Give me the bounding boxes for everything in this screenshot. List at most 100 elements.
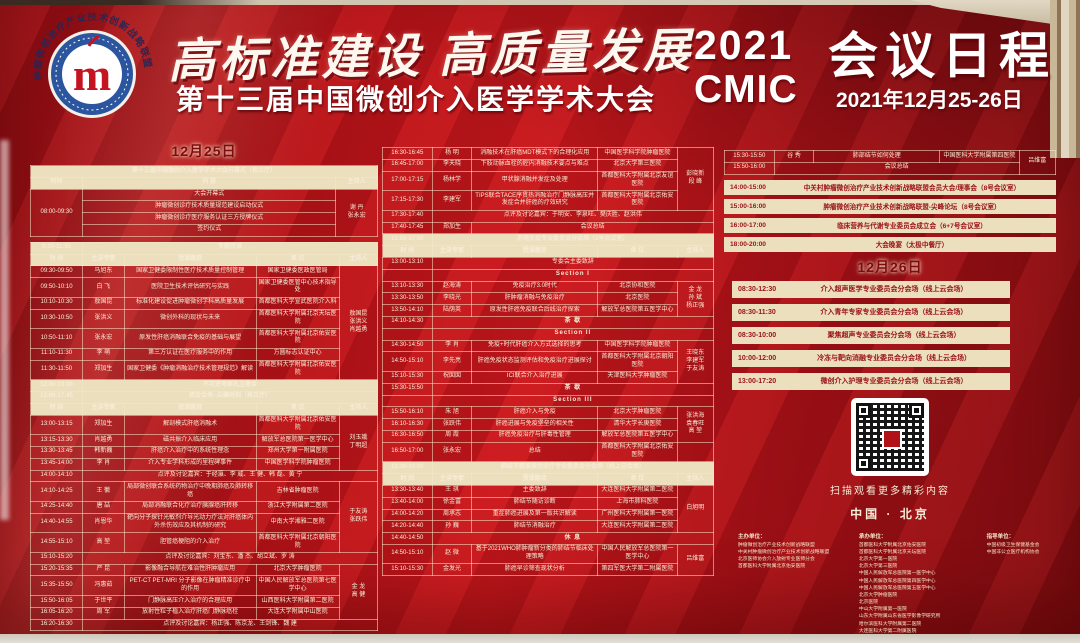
cell: 严 昆 (82, 563, 125, 577)
cell: 马旭东 (82, 265, 125, 279)
session-title: 介入青年专家专业委员会分会场（线上云会场） (820, 309, 968, 317)
session-time: 13:00-17:20 (738, 377, 777, 385)
time-cell: 14:25-14:40 (29, 500, 84, 514)
organizer-item: 中国人民解放军总医院第四医学中心 (858, 578, 936, 584)
table-row: 13:50-14:10 陆荫英 原发性肝癌免疫联合后线治疗探索 解放军总医院第五医学中… (382, 304, 714, 317)
session-bar: 13:00-17:20 微创介入护理专业委员会分会场（线上云会场） (732, 372, 1010, 390)
time-cell: 13:15-13:30 (29, 434, 84, 447)
topic-cell: 基于2021WHO肺肿瘤新分类的肺结节临床处理策略 (471, 543, 599, 565)
discussion-cell: 点评及讨论嘉宾：刘宝东、潘 杰、胡立斌、罗 涛 (82, 551, 378, 565)
table-row: 13:30-13:45 韩新巍 肝癌介入治疗中的系统性理念 郑州大学第一附属医院 (29, 445, 378, 459)
topic-cell: 肝肿瘤消融与免疫治疗 (471, 292, 599, 306)
table-row: 时 间主讲专家 授课题目单 位主持人 (29, 402, 379, 416)
table-row: 13:30-13:40 王 琪主委致辞 大连医科大学附属第二医院 白旭明 (382, 484, 715, 534)
qr-pattern (856, 402, 924, 471)
table-row: 14:10-14:25 王 徽局部微创联合系统药物治疗中晚期肺癌及肺转移癌 吉林省肿… (29, 481, 379, 553)
organizer-item: 哈尔滨医科大学附属第二医院 (858, 621, 922, 627)
cell: 高 堃 (82, 532, 125, 553)
time-cell: 15:10-15:30 (382, 370, 433, 384)
cell: 张永宏 (431, 441, 473, 463)
section-bar: 专题授课 (82, 241, 378, 255)
topic-cell: 肺部结节如何处理 (813, 150, 941, 163)
table-row: Section III (382, 394, 715, 408)
discussion-cell: 点评及讨论嘉宾：于经瀛、李 威、王 健、韩 磊、黄 宁 (82, 469, 378, 483)
table-row: 15:50-16:05 于世平 门静脉高压介入治疗的合理应用 山西医科大学附属第二医院 (29, 595, 378, 608)
cell: 朱 旭 (431, 406, 473, 420)
cell: 解放军总医院第一医学中心 (255, 434, 340, 447)
cell: 解放军总医院第五医学中心 (597, 429, 678, 443)
cell: 中国人民解放军总医院第七医学中心 (255, 575, 340, 597)
cell: 第四军医大学第二附属医院 (597, 563, 678, 577)
table-row: 14:00-14:20 周承志 重症肺癌进展及第一版共识解读 广州医科大学附属第一医院 (382, 508, 714, 522)
column-header: 主持人 (676, 245, 715, 258)
topic-cell: TIPS联合TACE序贯热消融治疗门静脉高压并发症合并肝癌的疗效研究 (471, 190, 599, 211)
table-row: 16:30-16:45 杨 明消融技术在肝癌MDT模式下的合理化应用 中国医学科学院… (382, 147, 715, 211)
time-cell: 11:30-11:50 (29, 359, 84, 381)
cell: 大连医科大学附属第二医院 (597, 484, 678, 498)
topic-cell: 磁共振介入临床应用 (123, 434, 257, 447)
table-row: 14:25-14:40 唐 喆局部消融联合化疗治疗胰腺癌肝转移 浙江大学附属第二医院 (29, 500, 378, 514)
topic-cell: 肺结节消融治疗 (471, 520, 599, 534)
column-header: 时间 (29, 176, 84, 190)
cell: 韩新巍 (82, 445, 125, 459)
table-row: 10:10-10:30 敖国昆 标准化建设促进肿瘤微创学科高质量发展 首都医科大学宣武… (29, 296, 378, 310)
discussion-cell: 点评及讨论嘉宾：杨正强、陈京龙、王剑锋、魏 建 (82, 618, 378, 632)
header-subtitle: 第十三届中国微创介入医学学术大会 (176, 84, 657, 115)
time-cell: 17:00-17:15 (382, 170, 433, 192)
host-cell: 金 龙 孙 斌 杨正强 (676, 280, 715, 317)
cell: 金发光 (431, 563, 473, 577)
column-header: 单 位 (255, 402, 340, 416)
day-title: 12月25日 (171, 143, 237, 159)
cell: 中南大学湘雅二医院 (255, 512, 340, 534)
host-cell: 彭晓新 段 峰 (676, 147, 715, 211)
section-label: 茶 歇 (431, 315, 715, 329)
time-cell: 15:20-15:35 (29, 563, 84, 577)
column-header: 主讲专家 (431, 473, 473, 486)
topic-cell: 原发性肝癌消融联合免疫的基础与展望 (123, 328, 257, 349)
time-cell: 16:05-16:20 (29, 606, 84, 620)
logo-m-glyph: m (73, 49, 111, 100)
table-row: 11:10-11:30 李 萌第三方认证在医疗服务中的作用 方圆标志认证中心 (29, 347, 378, 361)
column-header: 主讲专家 (431, 245, 473, 258)
cell: 首都医科大学附属北京佑安医院 (255, 414, 340, 436)
cell: 王 徽 (82, 481, 125, 502)
section-label: 休 息 (431, 532, 715, 545)
time-cell: 16:45-17:00 (382, 158, 433, 172)
table-row: 肿瘤微创诊疗医疗服务认证三方授牌仪式 (31, 212, 378, 225)
table-row: 14:40-14:50 休 息 (382, 532, 715, 545)
topic-cell: 局部消融联合化疗治疗胰腺癌肝转移 (123, 500, 257, 514)
session-bar: 08:30-10:00 聚焦超声专业委员会分会场（线上云会场） (732, 326, 1010, 344)
schedule-column-right: 15:30-15:50 谷 秀肺部结节如何处理 中国医科大学附属第四医院 吕维富 15:… (724, 150, 1057, 635)
time-cell: 14:50-15:10 (382, 351, 433, 372)
topic-cell: 甲状腺消融并发症及处理 (471, 170, 599, 192)
cell: 郑加生 (82, 414, 125, 436)
table-row: 13:00-13:10 专委会主委致辞 (382, 256, 715, 270)
table-row: 14:55-15:10 高 堃胆管癌梗阻的介入治疗 首都医科大学附属北京朝阳医院 (29, 532, 378, 553)
table-row: 15:30-15:50 谷 秀肺部结节如何处理 中国医科大学附属第四医院 吕维富 (724, 150, 1057, 175)
cell: 首都医科大学附属北京佑安医院 (597, 441, 678, 463)
table-row: 时 间主讲专家 授课题目单 位主持人 (29, 253, 379, 267)
organizer-item: 首都医科大学附属北京天坛医院 (858, 549, 926, 555)
section-bar: 13:30-16:00 (382, 461, 433, 475)
cell: 天津医科大学肿瘤医院 (597, 370, 678, 384)
session-bar: 14:00-15:00 中关村肿瘤微创治疗产业技术创新战略联盟会员大会/理事会（8… (724, 179, 1056, 195)
organizer-group-title: 主办单位： (738, 533, 766, 540)
cell: 王 琪 (431, 484, 473, 498)
organizer-item: 肿瘤微创治疗产业技术创新战略联盟 (738, 542, 815, 548)
organizer-item: 北京大学第三医院 (858, 564, 898, 570)
table-row: 14:00-14:10 点评及讨论嘉宾：于经瀛、李 威、王 健、韩 磊、黄 宁 (29, 469, 378, 483)
cell: 中国医学科学院肿瘤医院 (597, 147, 678, 160)
time-cell: 16:30-16:50 (382, 429, 433, 443)
cell: 首都医科大学附属北京友谊医院 (597, 170, 678, 192)
discussion-cell: 点评及讨论嘉宾：于明安、李泉旺、樊庆胜、赵洪伟 (431, 209, 715, 223)
time-cell: 10:30-10:50 (29, 308, 84, 330)
column-header: 单 位 (255, 253, 340, 267)
cell: 郑加生 (431, 221, 473, 235)
column-header: 时 间 (29, 402, 84, 416)
session-time: 14:00-15:00 (730, 183, 766, 191)
session-bar: 16:00-17:00 临床营养与代谢专业委员会成立会（6+7号会议室） (724, 217, 1056, 233)
time-cell: 13:40-14:00 (382, 496, 433, 510)
table-row: 15:20-15:35 严 昆影像融合导航在难治性肝肿瘤应用 北京大学肿瘤医院金 龙… (29, 563, 379, 620)
table-row: 11:30-11:50 郑加生 国家卫健委《肿瘤消融治疗技术管理规范》解读 首都医科大… (29, 359, 378, 381)
